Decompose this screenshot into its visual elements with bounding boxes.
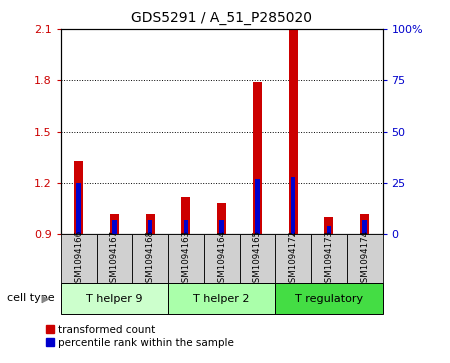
Text: GSM1094168: GSM1094168 (146, 229, 155, 288)
Bar (168, 283, 275, 314)
Text: cell type: cell type (7, 293, 54, 303)
Bar (168, 234, 204, 283)
Bar (360, 214, 369, 234)
Text: T helper 9: T helper 9 (86, 294, 143, 303)
Bar (347, 234, 382, 283)
Bar (255, 179, 260, 234)
Bar (132, 234, 168, 283)
Bar (275, 234, 311, 283)
Text: GSM1094164: GSM1094164 (217, 229, 226, 288)
Bar (148, 220, 152, 234)
Bar (112, 220, 117, 234)
Bar (61, 283, 168, 314)
Text: GSM1094173: GSM1094173 (324, 229, 333, 288)
Text: GSM1094174: GSM1094174 (360, 229, 369, 288)
Bar (204, 234, 239, 283)
Bar (363, 220, 367, 234)
Bar (324, 217, 333, 234)
Bar (184, 220, 188, 234)
Bar (146, 214, 155, 234)
Text: T regulatory: T regulatory (295, 294, 363, 303)
Bar (61, 234, 96, 283)
Bar (311, 234, 347, 283)
Bar (239, 234, 275, 283)
Bar (74, 161, 83, 234)
Text: GSM1094165: GSM1094165 (253, 229, 262, 288)
Bar (76, 183, 81, 234)
Text: GSM1094172: GSM1094172 (288, 229, 297, 288)
Text: GSM1094166: GSM1094166 (74, 229, 83, 288)
Bar (275, 283, 382, 314)
Text: T helper 2: T helper 2 (194, 294, 250, 303)
Bar (288, 29, 297, 234)
Bar (220, 220, 224, 234)
Bar (110, 214, 119, 234)
Legend: transformed count, percentile rank within the sample: transformed count, percentile rank withi… (46, 325, 234, 348)
Bar (291, 177, 295, 234)
Bar (253, 82, 262, 234)
Bar (217, 203, 226, 234)
Bar (96, 234, 132, 283)
Title: GDS5291 / A_51_P285020: GDS5291 / A_51_P285020 (131, 11, 312, 25)
Text: GSM1094163: GSM1094163 (181, 229, 190, 288)
Text: GSM1094167: GSM1094167 (110, 229, 119, 288)
Bar (181, 196, 190, 234)
Bar (327, 226, 331, 234)
Text: ▶: ▶ (42, 293, 50, 303)
